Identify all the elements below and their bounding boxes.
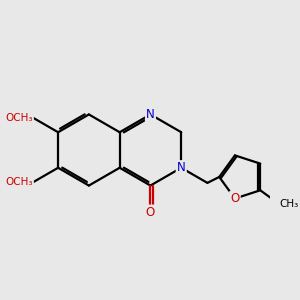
Text: N: N	[177, 161, 186, 174]
Text: OCH₃: OCH₃	[5, 113, 33, 123]
Text: OCH₃: OCH₃	[5, 177, 33, 187]
Text: N: N	[146, 108, 155, 121]
Text: O: O	[230, 192, 239, 205]
Text: O: O	[146, 206, 155, 219]
Text: CH₃: CH₃	[279, 199, 298, 209]
